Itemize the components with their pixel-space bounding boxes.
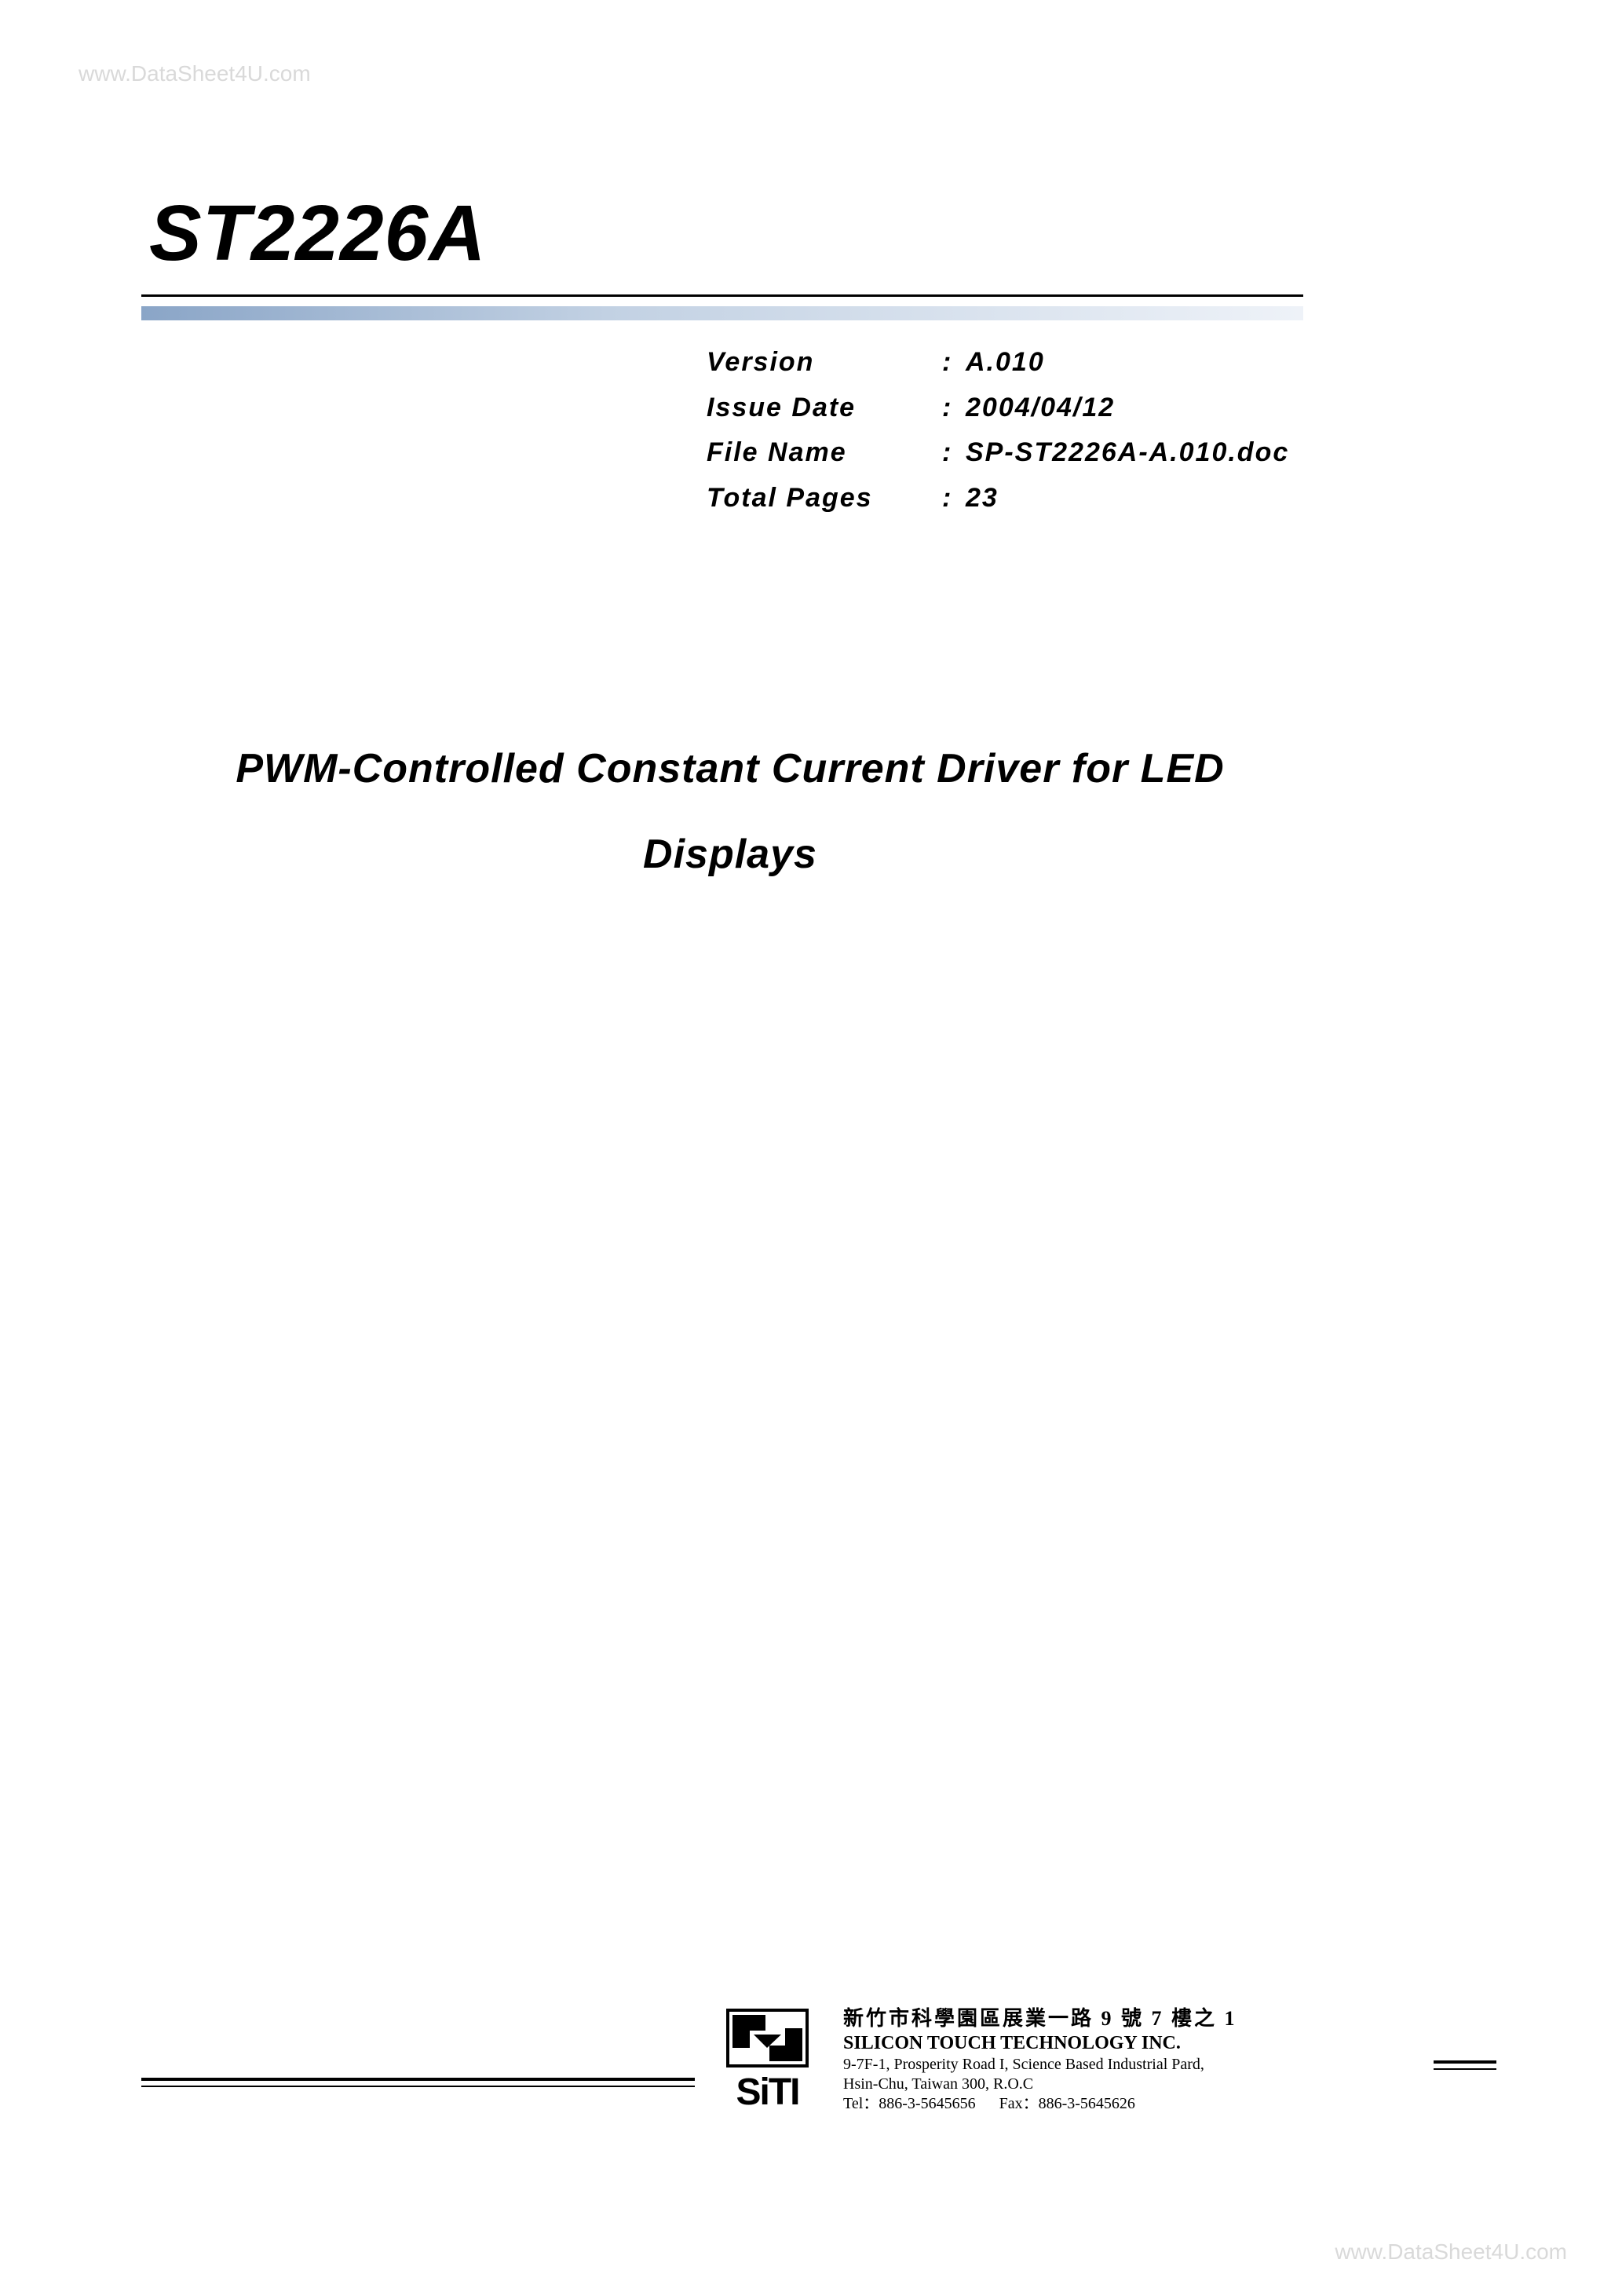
- meta-label: Total Pages: [707, 480, 942, 517]
- footer-contact: Tel：886-3-5645656 Fax：886-3-5645626: [843, 2094, 1418, 2114]
- meta-colon: :: [942, 344, 966, 382]
- meta-value: 2004/04/12: [966, 389, 1115, 427]
- footer-rule-thick: [1434, 2060, 1496, 2064]
- footer-address-block: 新竹市科學園區展業一路 9 號 7 樓之 1 SILICON TOUCH TEC…: [840, 2006, 1418, 2115]
- footer-rule-thick: [141, 2078, 695, 2081]
- footer-right-rule: [1434, 2060, 1496, 2114]
- metadata-block: Version : A.010 Issue Date : 2004/04/12 …: [707, 344, 1289, 525]
- footer-rule-thin: [141, 2086, 695, 2087]
- footer-logo: SiTI: [711, 2009, 824, 2114]
- meta-label: File Name: [707, 434, 942, 472]
- title-rule: [141, 294, 1303, 297]
- footer-rule-thin: [1434, 2068, 1496, 2070]
- meta-value: 23: [966, 480, 999, 517]
- footer-address-line2: Hsin-Chu, Taiwan 300, R.O.C: [843, 2075, 1418, 2094]
- watermark-bottom: www.DataSheet4U.com: [1335, 2239, 1567, 2265]
- footer-fax-label: Fax：: [999, 2095, 1039, 2112]
- footer-tel: 886-3-5645656: [879, 2095, 975, 2112]
- meta-row-version: Version : A.010: [707, 344, 1289, 382]
- footer-logo-text: SiTI: [736, 2071, 798, 2114]
- meta-row-file-name: File Name : SP-ST2226A-A.010.doc: [707, 434, 1289, 472]
- footer: SiTI 新竹市科學園區展業一路 9 號 7 樓之 1 SILICON TOUC…: [141, 2006, 1496, 2115]
- footer-left-rule: [141, 2078, 695, 2114]
- watermark-top: www.DataSheet4U.com: [79, 61, 311, 86]
- meta-colon: :: [942, 434, 966, 472]
- meta-colon: :: [942, 480, 966, 517]
- meta-value: A.010: [966, 344, 1045, 382]
- footer-address-line1: 9-7F-1, Prosperity Road I, Science Based…: [843, 2055, 1418, 2075]
- meta-value: SP-ST2226A-A.010.doc: [966, 434, 1289, 472]
- document-title: ST2226A: [149, 188, 486, 279]
- siti-logo-icon: [726, 2009, 809, 2067]
- footer-tel-label: Tel：: [843, 2095, 879, 2112]
- document-subtitle: PWM-Controlled Constant Current Driver f…: [149, 726, 1311, 898]
- footer-address-cn: 新竹市科學園區展業一路 9 號 7 樓之 1: [843, 2006, 1418, 2032]
- footer-fax: 886-3-5645626: [1039, 2095, 1135, 2112]
- meta-label: Version: [707, 344, 942, 382]
- footer-company-name: SILICON TOUCH TECHNOLOGY INC.: [843, 2031, 1418, 2055]
- meta-label: Issue Date: [707, 389, 942, 427]
- title-gradient-bar: [141, 306, 1303, 320]
- meta-row-total-pages: Total Pages : 23: [707, 480, 1289, 517]
- meta-row-issue-date: Issue Date : 2004/04/12: [707, 389, 1289, 427]
- meta-colon: :: [942, 389, 966, 427]
